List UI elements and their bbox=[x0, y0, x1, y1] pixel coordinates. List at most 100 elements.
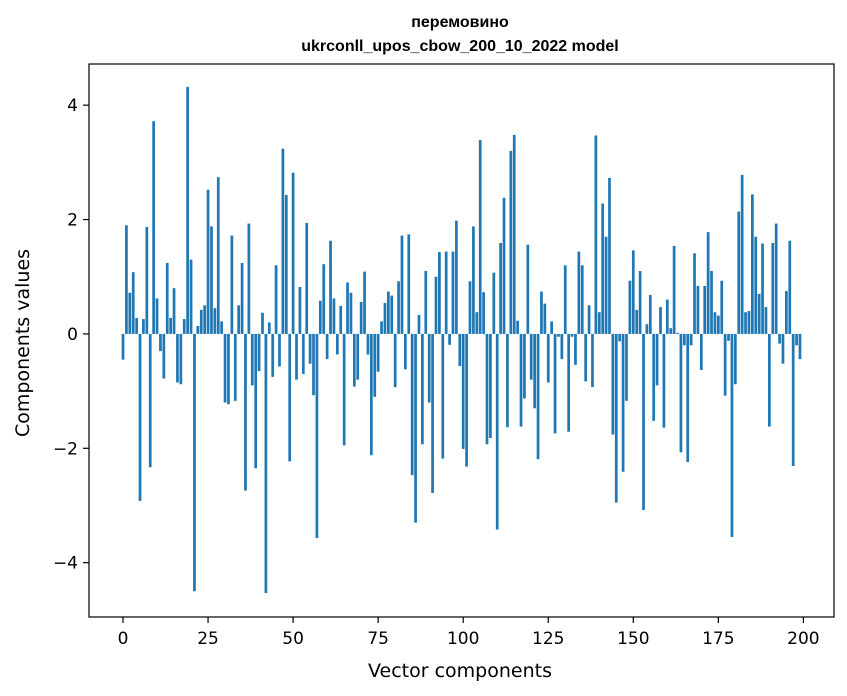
bar-91 bbox=[431, 333, 434, 493]
bar-46 bbox=[278, 333, 281, 367]
bar-146 bbox=[618, 333, 622, 342]
bar-76 bbox=[380, 321, 383, 334]
bar-65 bbox=[342, 333, 346, 446]
bar-136 bbox=[584, 333, 588, 382]
bar-141 bbox=[601, 203, 605, 334]
bar-165 bbox=[682, 333, 686, 346]
bar-162 bbox=[672, 245, 676, 334]
bar-24 bbox=[203, 305, 207, 334]
bar-72 bbox=[366, 333, 370, 355]
bar-77 bbox=[383, 303, 387, 334]
bar-148 bbox=[625, 333, 628, 401]
bar-121 bbox=[533, 333, 536, 409]
bar-127 bbox=[553, 333, 557, 434]
bar-21 bbox=[193, 333, 196, 592]
bar-194 bbox=[781, 333, 785, 364]
bar-32 bbox=[230, 235, 234, 334]
bar-168 bbox=[693, 253, 696, 334]
chart-subtitle: ukrconll_upos_cbow_200_10_2022 model bbox=[301, 38, 618, 55]
bar-47 bbox=[281, 148, 285, 334]
bar-52 bbox=[298, 287, 302, 334]
bar-183 bbox=[744, 312, 747, 334]
y-tick-label: 4 bbox=[67, 96, 78, 116]
x-tick-label: 50 bbox=[282, 629, 304, 649]
bar-54 bbox=[305, 222, 309, 334]
bar-173 bbox=[710, 271, 713, 334]
bar-129 bbox=[560, 333, 564, 360]
bar-68 bbox=[352, 333, 356, 387]
bar-139 bbox=[594, 135, 598, 334]
bar-115 bbox=[512, 134, 516, 334]
bar-132 bbox=[570, 333, 574, 337]
bar-90 bbox=[427, 333, 431, 403]
bar-58 bbox=[318, 300, 322, 334]
bar-106 bbox=[482, 292, 485, 334]
bar-189 bbox=[764, 307, 768, 334]
bar-126 bbox=[550, 321, 554, 334]
bar-156 bbox=[652, 333, 656, 421]
bar-45 bbox=[274, 265, 278, 334]
bar-169 bbox=[696, 285, 700, 334]
bar-184 bbox=[747, 311, 751, 334]
bar-138 bbox=[591, 333, 594, 388]
bar-0 bbox=[121, 333, 125, 360]
bar-73 bbox=[369, 333, 373, 456]
bar-6 bbox=[142, 319, 145, 334]
bar-9 bbox=[152, 121, 155, 334]
bar-36 bbox=[244, 333, 247, 491]
x-tick-label: 200 bbox=[787, 629, 819, 649]
x-tick-label: 175 bbox=[702, 629, 734, 649]
bar-2 bbox=[128, 292, 132, 334]
bar-188 bbox=[761, 243, 764, 334]
bar-151 bbox=[635, 309, 639, 334]
bar-134 bbox=[577, 251, 581, 334]
bar-158 bbox=[659, 307, 662, 334]
bar-49 bbox=[288, 333, 292, 462]
bar-59 bbox=[322, 264, 326, 334]
bar-95 bbox=[444, 251, 448, 334]
bar-114 bbox=[509, 150, 513, 334]
bar-142 bbox=[604, 236, 608, 334]
bar-40 bbox=[257, 333, 261, 372]
bar-20 bbox=[189, 259, 193, 334]
bar-69 bbox=[356, 333, 360, 380]
bar-26 bbox=[210, 226, 213, 334]
bar-89 bbox=[424, 271, 428, 334]
chart-title: перемовино bbox=[411, 14, 509, 31]
bar-86 bbox=[414, 333, 417, 523]
bar-70 bbox=[359, 301, 363, 334]
bar-195 bbox=[785, 291, 788, 334]
bar-18 bbox=[182, 319, 186, 334]
bar-80 bbox=[393, 333, 397, 388]
bar-98 bbox=[455, 220, 458, 334]
bar-193 bbox=[778, 333, 781, 344]
bar-42 bbox=[264, 333, 268, 593]
bar-39 bbox=[254, 333, 258, 469]
bar-171 bbox=[703, 285, 707, 334]
bar-67 bbox=[349, 292, 353, 334]
bar-180 bbox=[733, 333, 737, 385]
bar-108 bbox=[489, 333, 492, 438]
bar-167 bbox=[689, 333, 693, 346]
y-axis-label: Components values bbox=[12, 249, 34, 437]
bar-97 bbox=[451, 251, 455, 334]
bar-87 bbox=[417, 315, 421, 334]
x-tick-label: 100 bbox=[447, 629, 479, 649]
x-tick-label: 150 bbox=[617, 629, 649, 649]
bar-174 bbox=[713, 312, 717, 334]
bar-84 bbox=[407, 234, 411, 334]
bar-190 bbox=[768, 333, 771, 427]
bar-196 bbox=[788, 240, 792, 334]
bar-153 bbox=[642, 333, 645, 511]
bar-63 bbox=[335, 333, 339, 355]
bar-170 bbox=[699, 333, 703, 370]
bar-78 bbox=[387, 291, 390, 334]
bar-29 bbox=[220, 321, 224, 334]
plot-frame bbox=[88, 63, 835, 618]
bar-96 bbox=[448, 333, 451, 345]
x-tick-label: 75 bbox=[367, 629, 389, 649]
bar-185 bbox=[751, 194, 754, 334]
x-axis-ticks: 0 25 50 75 100 125 150 175 200 bbox=[118, 617, 820, 649]
bar-23 bbox=[199, 309, 203, 334]
